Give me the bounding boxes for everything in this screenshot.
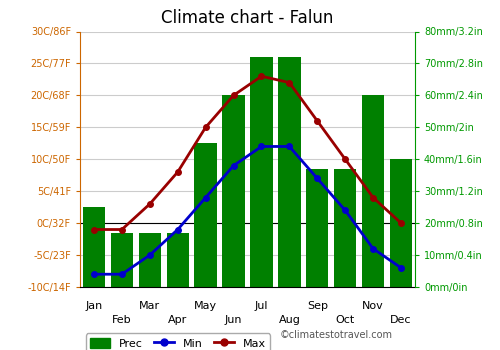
Text: Aug: Aug <box>278 315 300 325</box>
Text: Sep: Sep <box>307 301 328 311</box>
Text: Feb: Feb <box>112 315 132 325</box>
Bar <box>138 233 161 287</box>
Bar <box>278 57 300 287</box>
Legend: Prec, Min, Max: Prec, Min, Max <box>86 333 270 350</box>
Bar <box>222 95 244 287</box>
Text: ©climatestotravel.com: ©climatestotravel.com <box>280 329 393 340</box>
Bar <box>166 233 189 287</box>
Text: Dec: Dec <box>390 315 412 325</box>
Bar <box>110 233 133 287</box>
Text: Nov: Nov <box>362 301 384 311</box>
Title: Climate chart - Falun: Climate chart - Falun <box>162 9 334 27</box>
Bar <box>390 159 412 287</box>
Bar <box>334 169 356 287</box>
Bar <box>362 95 384 287</box>
Bar <box>194 143 217 287</box>
Text: Jul: Jul <box>254 301 268 311</box>
Text: Jan: Jan <box>86 301 102 311</box>
Text: Jun: Jun <box>225 315 242 325</box>
Text: Mar: Mar <box>139 301 160 311</box>
Bar <box>250 57 272 287</box>
Bar <box>83 207 105 287</box>
Bar <box>306 169 328 287</box>
Text: May: May <box>194 301 217 311</box>
Text: Apr: Apr <box>168 315 188 325</box>
Text: Oct: Oct <box>336 315 355 325</box>
